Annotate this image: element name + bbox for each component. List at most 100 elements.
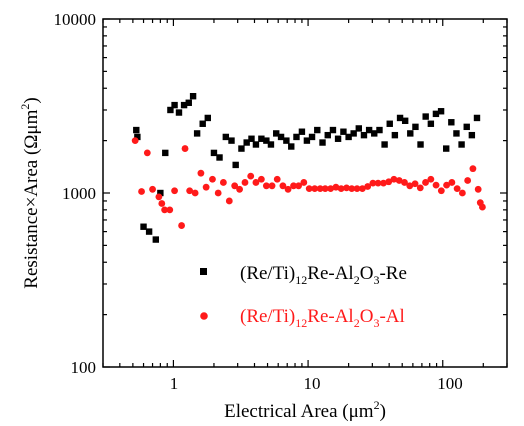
x-axis-title: Electrical Area (μm2) bbox=[224, 398, 386, 422]
series1-point-50 bbox=[386, 120, 393, 127]
series1-point-46 bbox=[365, 126, 373, 134]
series2-point-65 bbox=[474, 185, 482, 193]
data-points bbox=[131, 93, 486, 243]
series1-point-3 bbox=[145, 228, 153, 235]
series1-point-31 bbox=[288, 143, 295, 150]
series1-point-40 bbox=[334, 135, 342, 142]
series2-point-48 bbox=[385, 178, 393, 186]
series2-point-24 bbox=[257, 175, 265, 183]
series2-point-37 bbox=[327, 185, 335, 192]
series1-point-26 bbox=[263, 137, 270, 144]
series2-point-10 bbox=[181, 145, 189, 152]
series1-point-38 bbox=[324, 131, 331, 139]
series1-point-49 bbox=[381, 141, 388, 148]
series1-point-14 bbox=[199, 120, 206, 127]
series2-point-41 bbox=[348, 185, 356, 192]
series2-point-35 bbox=[316, 185, 324, 192]
series1-point-42 bbox=[345, 133, 352, 141]
series1-point-22 bbox=[243, 139, 250, 146]
series2-point-27 bbox=[273, 175, 281, 183]
series2-point-32 bbox=[300, 179, 308, 186]
series2-point-50 bbox=[395, 177, 403, 184]
series1-point-48 bbox=[376, 126, 383, 134]
y-axis-title-sup: 2 bbox=[18, 104, 32, 110]
series2-point-7 bbox=[166, 206, 174, 214]
series1-point-16 bbox=[210, 149, 218, 157]
series1-point-47 bbox=[371, 130, 378, 137]
series2-point-23 bbox=[252, 179, 260, 186]
series1-point-64 bbox=[458, 141, 465, 148]
series2-point-60 bbox=[448, 179, 456, 186]
series1-point-23 bbox=[248, 135, 255, 142]
series2-point-28 bbox=[279, 182, 287, 190]
series2-point-44 bbox=[364, 183, 372, 190]
series2-point-2 bbox=[143, 149, 151, 157]
series1-point-44 bbox=[355, 125, 362, 132]
series2-point-19 bbox=[231, 182, 239, 190]
series2-point-11 bbox=[186, 187, 194, 195]
x-tick-label-1: 1 bbox=[170, 374, 179, 393]
series2-point-3 bbox=[149, 185, 156, 193]
series2-point-21 bbox=[241, 179, 249, 186]
plot-frame bbox=[102, 18, 508, 368]
series2-point-30 bbox=[290, 182, 297, 190]
series1-point-15 bbox=[204, 114, 211, 122]
series1-point-27 bbox=[267, 141, 275, 148]
series2-point-64 bbox=[469, 165, 477, 173]
series2-point-43 bbox=[358, 185, 366, 192]
series1-point-30 bbox=[283, 137, 290, 144]
y-tick-label-1000: 1000 bbox=[62, 184, 96, 203]
series2-point-26 bbox=[268, 182, 276, 190]
series2-point-49 bbox=[390, 175, 398, 183]
x-axis-title-main: Electrical Area (μm bbox=[224, 401, 374, 422]
series1-point-2 bbox=[140, 223, 147, 230]
series1-point-55 bbox=[412, 123, 419, 131]
series2-point-45 bbox=[369, 179, 377, 187]
series2-point-59 bbox=[443, 181, 450, 189]
axis-ticks bbox=[102, 18, 508, 368]
series2-point-0 bbox=[131, 137, 139, 145]
series2-point-57 bbox=[432, 181, 440, 189]
series2-point-42 bbox=[353, 185, 361, 192]
series2-point-52 bbox=[406, 182, 414, 190]
series2-point-53 bbox=[411, 180, 419, 188]
series1-point-35 bbox=[308, 133, 316, 141]
series1-point-7 bbox=[167, 106, 174, 114]
legend-label-series2: (Re/Ti)12Re-Al2O3-Al bbox=[240, 306, 405, 330]
series2-point-9 bbox=[178, 222, 185, 229]
series1-point-8 bbox=[171, 101, 178, 109]
series1-point-24 bbox=[252, 141, 260, 148]
series1-point-36 bbox=[314, 126, 321, 134]
series1-point-12 bbox=[189, 93, 197, 100]
series1-point-41 bbox=[340, 128, 347, 135]
series1-point-29 bbox=[277, 133, 285, 141]
legend-marker-series2 bbox=[200, 312, 208, 320]
series1-point-32 bbox=[293, 133, 300, 141]
series2-point-5 bbox=[158, 200, 166, 207]
series1-point-58 bbox=[427, 120, 435, 127]
legend-label-series1: (Re/Ti)12Re-Al2O3-Re bbox=[240, 263, 407, 287]
series1-point-13 bbox=[193, 130, 201, 137]
x-tick-label-10: 10 bbox=[304, 374, 321, 393]
series2-point-4 bbox=[155, 193, 163, 201]
series1-point-37 bbox=[319, 139, 326, 146]
series2-point-40 bbox=[343, 184, 350, 192]
series1-point-10 bbox=[180, 101, 188, 109]
x-axis-title-sup: 2 bbox=[374, 398, 380, 412]
y-axis-title: Resistance×Area (Ωμm2) bbox=[18, 97, 42, 288]
series1-point-18 bbox=[222, 133, 230, 141]
series2-point-38 bbox=[332, 183, 340, 191]
series2-point-8 bbox=[171, 187, 178, 195]
y-axis-title-main: Resistance×Area (Ωμm bbox=[21, 109, 42, 288]
series1-point-4 bbox=[152, 236, 160, 243]
series1-point-17 bbox=[216, 154, 223, 161]
series2-point-14 bbox=[202, 183, 210, 191]
series2-point-61 bbox=[453, 185, 461, 192]
legend: (Re/Ti)12Re-Al2O3-Re (Re/Ti)12Re-Al2O3-A… bbox=[200, 263, 407, 330]
series1-point-52 bbox=[396, 114, 404, 122]
series2-point-51 bbox=[401, 179, 408, 186]
series1-point-53 bbox=[401, 117, 409, 124]
series1-point-0 bbox=[133, 126, 140, 134]
series2-point-31 bbox=[295, 182, 302, 190]
